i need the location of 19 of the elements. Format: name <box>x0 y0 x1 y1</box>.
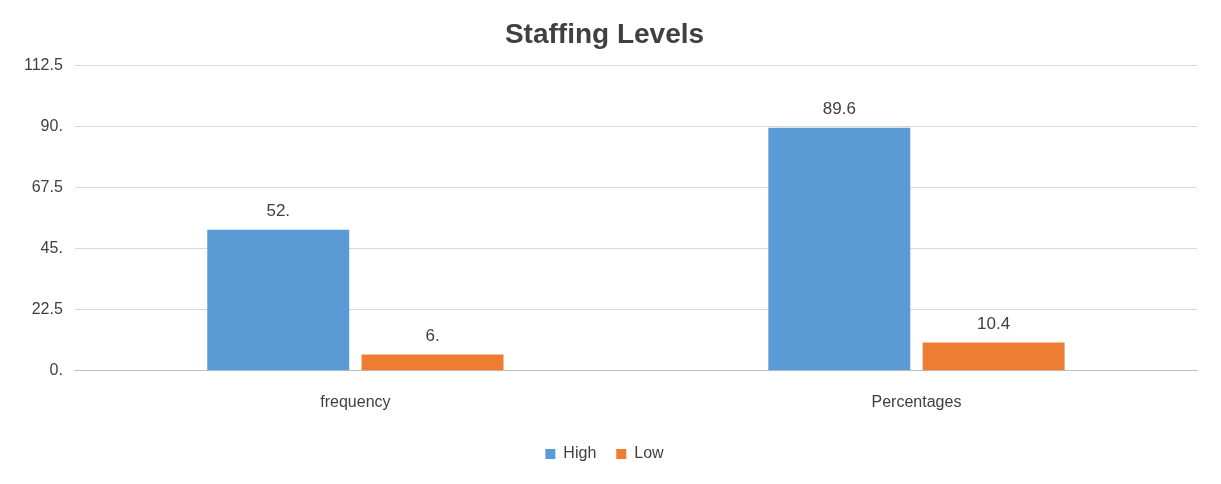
x-tick-label: Percentages <box>871 392 962 410</box>
legend-label: Low <box>634 444 665 462</box>
data-label: 52. <box>266 200 291 220</box>
bar <box>768 127 911 371</box>
y-tick-label: 22.5 <box>31 300 63 318</box>
y-tick-label: 0. <box>49 361 63 379</box>
bar <box>207 229 350 371</box>
y-tick-label: 67.5 <box>31 178 63 196</box>
y-tick-label: 112.5 <box>23 56 63 74</box>
x-tick-label: frequency <box>320 392 391 410</box>
data-label: 6. <box>425 325 440 345</box>
y-tick-label: 90. <box>40 117 63 135</box>
y-tick-label: 45. <box>40 239 63 257</box>
data-label: 89.6 <box>822 98 856 118</box>
bar <box>922 342 1065 371</box>
legend-label: High <box>563 444 597 462</box>
bar <box>361 354 504 371</box>
chart-title: Staffing Levels <box>504 17 705 49</box>
data-label: 10.4 <box>977 313 1011 333</box>
